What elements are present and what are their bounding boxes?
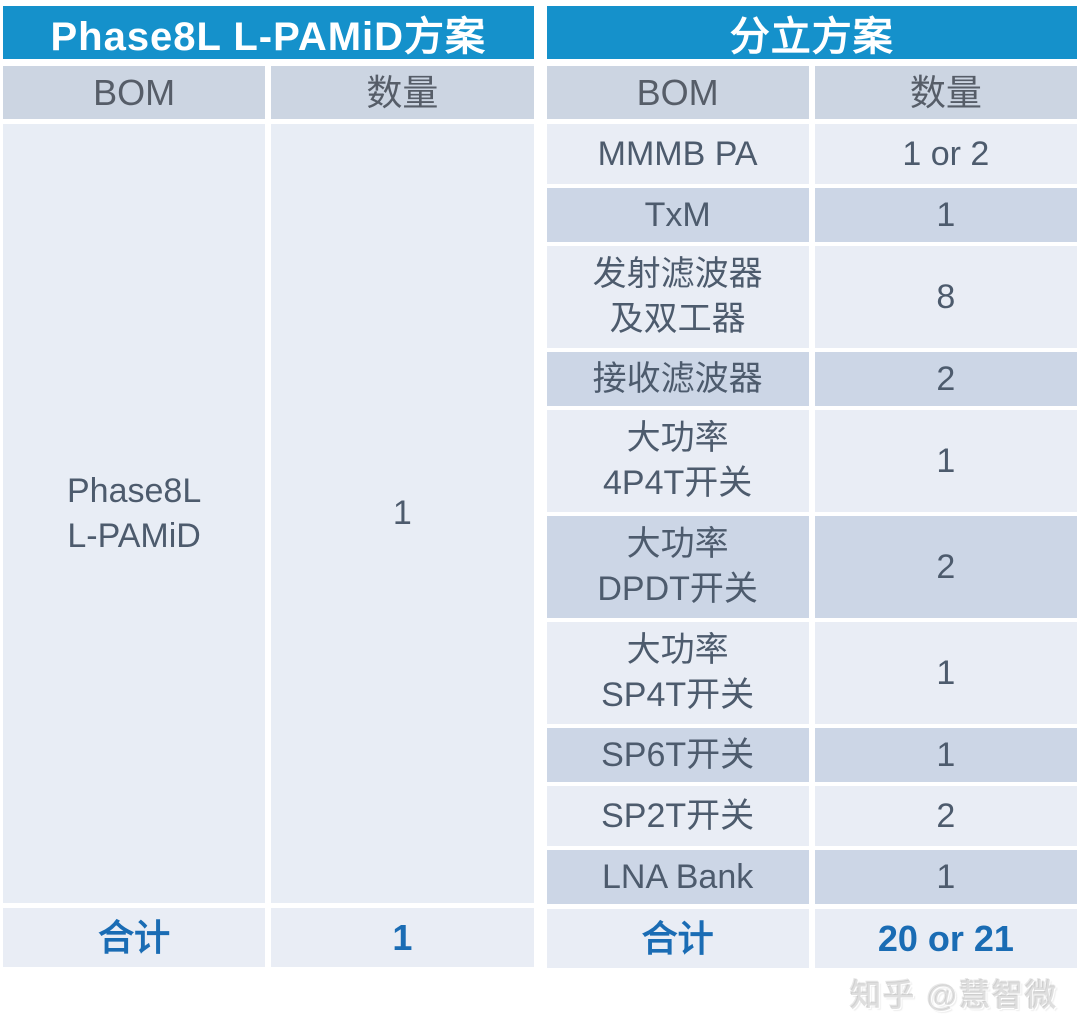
lpamid-body-row: Phase8L L-PAMiD 1	[3, 124, 534, 903]
row-qty-cell: 1	[814, 188, 1077, 242]
lpamid-table-title: Phase8L L-PAMiD方案	[3, 6, 534, 59]
discrete-table: 分立方案 BOM 数量 MMMB PA 1 or 2 TxM 1 发射滤波器 及…	[546, 6, 1077, 968]
discrete-total-row: 合计 20 or 21	[546, 909, 1077, 968]
row-bom-cell: MMMB PA	[546, 124, 809, 184]
lpamid-table: Phase8L L-PAMiD方案 BOM 数量 Phase8L L-PAMiD…	[3, 6, 534, 967]
row-qty-cell: 1 or 2	[814, 124, 1077, 184]
lpamid-total-qty: 1	[271, 908, 534, 967]
lpamid-bom-cell: Phase8L L-PAMiD	[3, 124, 266, 903]
row-bom-cell: LNA Bank	[546, 850, 809, 904]
table-row: 接收滤波器 2	[546, 352, 1077, 406]
row-qty-cell: 2	[814, 786, 1077, 846]
table-row: SP6T开关 1	[546, 728, 1077, 782]
row-bom-cell: TxM	[546, 188, 809, 242]
table-row: TxM 1	[546, 188, 1077, 242]
table-row: 大功率 DPDT开关 2	[546, 516, 1077, 618]
row-bom-cell: 大功率 DPDT开关	[546, 516, 809, 618]
lpamid-header-qty: 数量	[271, 66, 534, 119]
row-qty-cell: 8	[814, 246, 1077, 348]
zhihu-watermark: 知乎 @慧智微	[850, 978, 1058, 1013]
row-qty-cell: 1	[814, 850, 1077, 904]
row-qty-cell: 1	[814, 410, 1077, 512]
table-row: LNA Bank 1	[546, 850, 1077, 904]
row-qty-cell: 1	[814, 728, 1077, 782]
row-qty-cell: 2	[814, 516, 1077, 618]
discrete-header-row: BOM 数量	[546, 66, 1077, 119]
row-bom-cell: 接收滤波器	[546, 352, 809, 406]
row-bom-cell: SP6T开关	[546, 728, 809, 782]
discrete-total-label: 合计	[546, 909, 809, 968]
tables-container: Phase8L L-PAMiD方案 BOM 数量 Phase8L L-PAMiD…	[3, 6, 1077, 968]
table-row: 大功率 4P4T开关 1	[546, 410, 1077, 512]
lpamid-header-bom: BOM	[3, 66, 266, 119]
lpamid-total-row: 合计 1	[3, 908, 534, 967]
row-bom-cell: 大功率 4P4T开关	[546, 410, 809, 512]
row-qty-cell: 2	[814, 352, 1077, 406]
row-qty-cell: 1	[814, 622, 1077, 724]
lpamid-total-label: 合计	[3, 908, 266, 967]
row-bom-cell: 发射滤波器 及双工器	[546, 246, 809, 348]
row-bom-cell: SP2T开关	[546, 786, 809, 846]
table-row: 大功率 SP4T开关 1	[546, 622, 1077, 724]
table-row: SP2T开关 2	[546, 786, 1077, 846]
table-row: 发射滤波器 及双工器 8	[546, 246, 1077, 348]
discrete-table-title: 分立方案	[546, 6, 1077, 59]
discrete-header-qty: 数量	[814, 66, 1077, 119]
row-bom-cell: 大功率 SP4T开关	[546, 622, 809, 724]
lpamid-qty-cell: 1	[271, 124, 534, 903]
discrete-header-bom: BOM	[546, 66, 809, 119]
lpamid-header-row: BOM 数量	[3, 66, 534, 119]
table-row: MMMB PA 1 or 2	[546, 124, 1077, 184]
discrete-total-qty: 20 or 21	[814, 909, 1077, 968]
